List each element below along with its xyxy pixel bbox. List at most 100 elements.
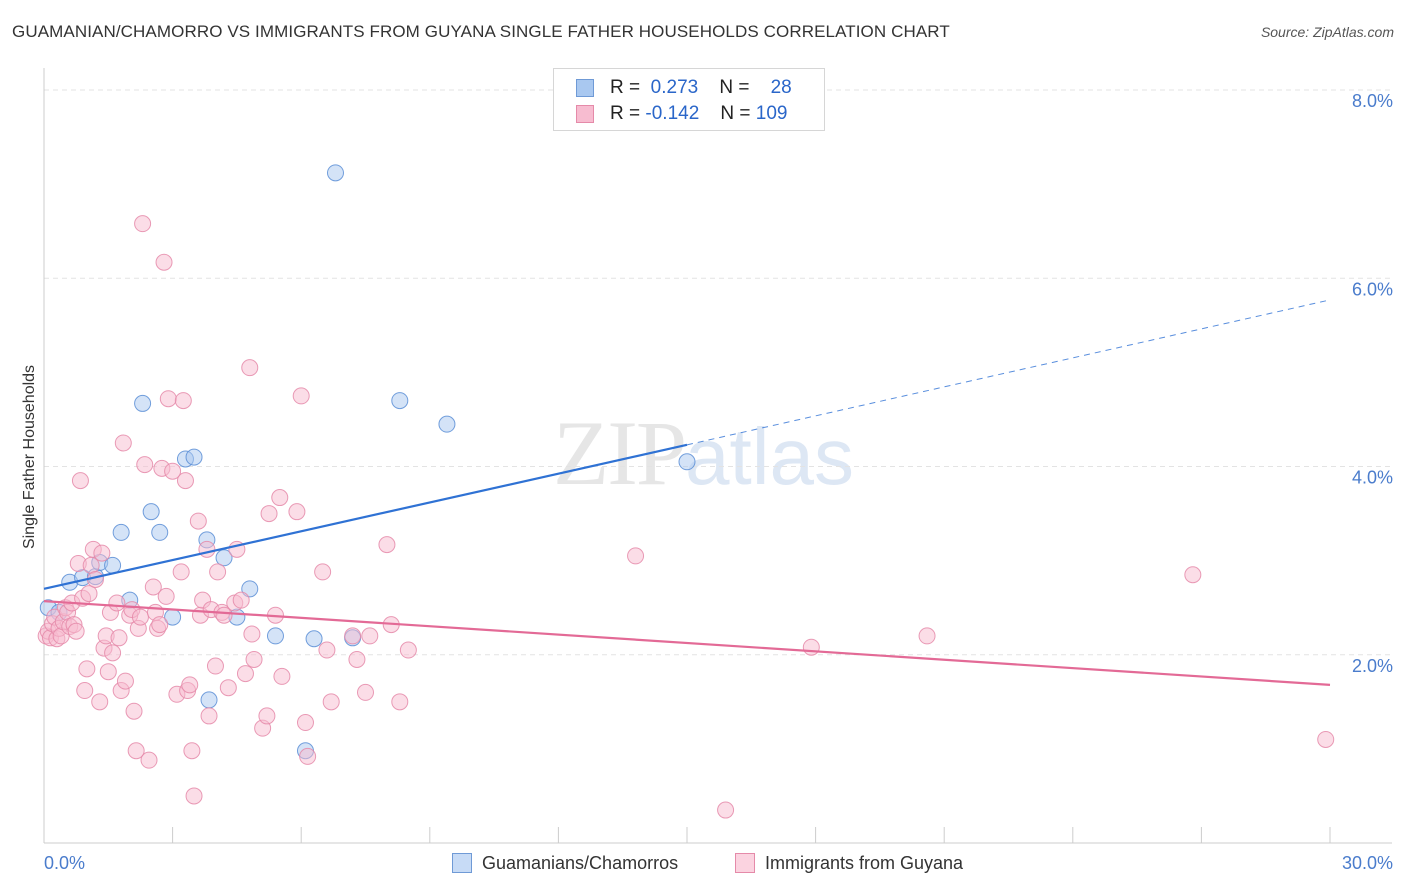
point-guyana bbox=[104, 644, 122, 662]
bottom-legend-swatch-blue bbox=[452, 853, 472, 873]
y-tick-label: 6.0% bbox=[1352, 279, 1393, 299]
point-guyana bbox=[318, 641, 336, 659]
point-guyana bbox=[174, 392, 192, 410]
point-guamanians bbox=[200, 691, 218, 709]
y-axis-label: Single Father Households bbox=[21, 364, 38, 550]
point-guyana bbox=[361, 627, 379, 645]
point-guyana bbox=[1184, 566, 1202, 584]
point-guyana bbox=[183, 742, 201, 760]
point-guyana bbox=[236, 665, 254, 683]
point-guyana bbox=[114, 434, 132, 452]
y-tick-label: 8.0% bbox=[1352, 91, 1393, 111]
point-guyana bbox=[273, 667, 291, 685]
point-guyana bbox=[131, 608, 149, 626]
point-guyana bbox=[292, 387, 310, 405]
point-guyana bbox=[198, 540, 216, 558]
point-guyana bbox=[159, 390, 177, 408]
point-guamanians bbox=[326, 164, 344, 182]
point-guyana bbox=[127, 742, 145, 760]
point-guyana bbox=[144, 578, 162, 596]
point-guyana bbox=[241, 359, 259, 377]
point-guyana bbox=[134, 215, 152, 233]
point-guamanians bbox=[151, 523, 169, 541]
point-guyana bbox=[322, 693, 340, 711]
trend-line-guamanians bbox=[43, 443, 688, 590]
chart-title: GUAMANIAN/CHAMORRO VS IMMIGRANTS FROM GU… bbox=[12, 22, 950, 41]
point-guyana bbox=[378, 536, 396, 554]
point-guamanians bbox=[266, 627, 284, 645]
legend-swatch-blue bbox=[576, 79, 594, 97]
point-guyana bbox=[314, 563, 332, 581]
point-guyana bbox=[91, 693, 109, 711]
point-guyana bbox=[288, 503, 306, 521]
point-guyana bbox=[172, 563, 190, 581]
point-guamanians bbox=[215, 549, 233, 567]
point-guyana bbox=[136, 456, 154, 474]
point-guyana bbox=[140, 751, 158, 769]
point-guyana bbox=[176, 472, 194, 490]
point-guyana bbox=[189, 512, 207, 530]
y-tick-label: 4.0% bbox=[1352, 468, 1393, 488]
legend-swatch-pink bbox=[576, 105, 594, 123]
x-tick-label-min: 0.0% bbox=[44, 853, 85, 873]
point-guyana bbox=[110, 629, 128, 647]
point-guamanians bbox=[112, 523, 130, 541]
point-guyana bbox=[344, 627, 362, 645]
point-guyana bbox=[243, 625, 261, 643]
watermark-zip: ZIP bbox=[553, 402, 687, 504]
point-guyana bbox=[299, 747, 317, 765]
point-guyana bbox=[245, 650, 263, 668]
point-guyana bbox=[215, 606, 233, 624]
point-guyana bbox=[185, 787, 203, 805]
bottom-legend-swatch-pink bbox=[735, 853, 755, 873]
point-guyana bbox=[108, 594, 126, 612]
point-guamanians bbox=[134, 394, 152, 412]
watermark: ZIPatlas bbox=[553, 400, 854, 506]
watermark-atlas: atlas bbox=[685, 412, 854, 501]
point-guyana bbox=[164, 462, 182, 480]
point-guyana bbox=[93, 544, 111, 562]
point-guamanians bbox=[391, 392, 409, 410]
y-tick-label: 2.0% bbox=[1352, 656, 1393, 676]
point-guyana bbox=[232, 591, 250, 609]
point-guyana bbox=[67, 622, 85, 640]
point-guyana bbox=[391, 693, 409, 711]
point-guyana bbox=[802, 638, 820, 656]
point-guamanians bbox=[438, 415, 456, 433]
point-guyana bbox=[157, 587, 175, 605]
point-guyana bbox=[155, 253, 173, 271]
legend-stats-guamanians: R = 0.273 N = 28 bbox=[610, 77, 792, 98]
point-guyana bbox=[271, 489, 289, 507]
point-guamanians bbox=[241, 580, 259, 598]
point-guamanians bbox=[185, 448, 203, 466]
legend-stats-guyana: R = -0.142 N = 109 bbox=[610, 103, 788, 124]
point-guyana bbox=[71, 472, 89, 490]
point-guyana bbox=[348, 650, 366, 668]
point-guyana bbox=[918, 627, 936, 645]
point-guyana bbox=[99, 663, 117, 681]
point-guyana bbox=[209, 563, 227, 581]
point-guyana bbox=[219, 679, 237, 697]
point-guyana bbox=[1317, 730, 1335, 748]
trend-line-guamanians-extension bbox=[686, 299, 1331, 446]
point-guyana bbox=[80, 585, 98, 603]
point-guyana bbox=[206, 657, 224, 675]
trend-line-guyana bbox=[43, 600, 1331, 686]
point-guyana bbox=[258, 707, 276, 725]
x-tick-label-max: 30.0% bbox=[1342, 853, 1393, 873]
point-guamanians bbox=[305, 630, 323, 648]
point-guyana bbox=[78, 660, 96, 678]
point-guyana bbox=[357, 683, 374, 701]
point-guyana bbox=[125, 702, 143, 720]
point-guyana bbox=[399, 641, 417, 659]
point-guyana bbox=[627, 547, 645, 565]
point-guyana bbox=[260, 505, 278, 523]
point-guamanians bbox=[142, 503, 160, 521]
point-guyana bbox=[151, 616, 169, 634]
point-guyana bbox=[200, 707, 218, 725]
point-guyana bbox=[116, 672, 134, 690]
point-guyana bbox=[76, 682, 94, 700]
source-label: Source: ZipAtlas.com bbox=[1260, 24, 1394, 40]
point-guyana bbox=[717, 801, 735, 819]
